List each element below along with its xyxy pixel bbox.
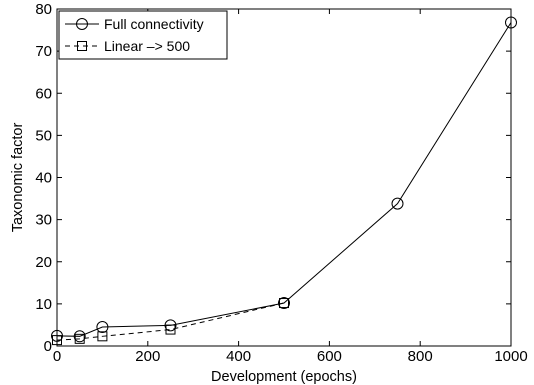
series-line (56, 22, 512, 337)
square-point (279, 298, 289, 309)
circle-point (164, 319, 177, 332)
y-tick-label: 40 (35, 170, 52, 187)
x-tick-label: 0 (53, 348, 61, 365)
series-1 (52, 298, 289, 346)
y-axis-title: Taxonomic factor (10, 123, 26, 233)
circle-point (73, 330, 86, 343)
x-tick-label: 800 (408, 348, 433, 365)
series-0 (51, 16, 517, 343)
legend-marker (77, 41, 87, 51)
x-tick-label: 400 (226, 348, 251, 365)
y-tick-label: 80 (35, 1, 52, 18)
legend-items: Full connectivity Linear –> 500 (65, 16, 204, 54)
circle-point (278, 297, 290, 310)
legend-marker (76, 18, 88, 30)
x-tick-label: 200 (135, 348, 160, 365)
series-layer (51, 16, 517, 346)
y-tick-label: 50 (35, 127, 52, 144)
circle-point (96, 321, 109, 334)
y-tick-label: 10 (35, 296, 52, 313)
x-axis-title: Development (epochs) (211, 369, 357, 385)
y-tick-label: 20 (35, 254, 52, 271)
square-point (97, 331, 108, 342)
x-tick-label: 600 (317, 348, 342, 365)
y-tick-label: 60 (35, 85, 52, 102)
circle-point (391, 197, 404, 210)
series-line (56, 302, 285, 341)
legend: Full connectivity Linear –> 500 (58, 10, 228, 60)
y-tick-label: 30 (35, 212, 52, 229)
y-tick-label: 0 (44, 338, 52, 355)
ticks-layer: 0 200 400 600 800 1000 0 10 20 30 40 50 60 70 80 (35, 1, 527, 365)
legend-label: Full connectivity (104, 16, 204, 32)
x-tick-label: 1000 (494, 348, 527, 365)
plot-frame (56, 8, 512, 347)
legend-label: Linear –> 500 (104, 38, 190, 54)
y-tick-label: 70 (35, 43, 52, 60)
